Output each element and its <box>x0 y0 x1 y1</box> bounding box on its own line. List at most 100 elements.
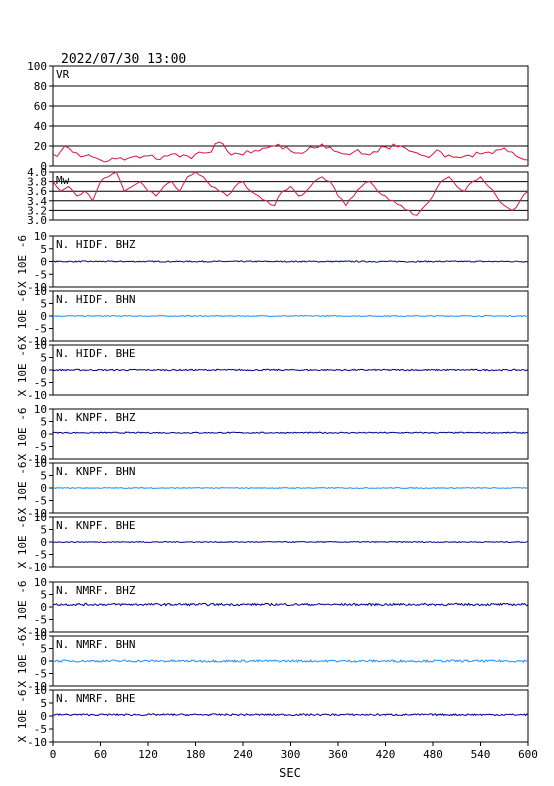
y-axis-label: X 10E -6 <box>16 408 29 461</box>
x-tick-label: 0 <box>50 748 57 761</box>
y-axis-label: X 10E -6 <box>16 462 29 515</box>
panel-2: 3.03.23.43.63.84.0 Mw <box>27 166 529 227</box>
y-tick-label: -10 <box>27 680 47 693</box>
y-tick-label: 10 <box>34 457 47 470</box>
y-tick-label: 5 <box>40 416 47 429</box>
y-tick-label: 0 <box>40 160 47 173</box>
panel-label: N. HIDF. BHE <box>56 347 135 360</box>
series-line <box>52 314 529 318</box>
y-tick-label: -10 <box>27 736 47 749</box>
y-tick-label: 5 <box>40 697 47 710</box>
y-tick-label: 40 <box>34 120 47 133</box>
y-tick-label: -10 <box>27 507 47 520</box>
y-tick-label: 5 <box>40 589 47 602</box>
y-tick-label: 10 <box>34 684 47 697</box>
y-tick-label: 60 <box>34 100 47 113</box>
panel-label: N. KNPF. BHE <box>56 519 135 532</box>
y-tick-label: -5 <box>34 614 47 627</box>
y-tick-label: 0 <box>40 310 47 323</box>
y-tick-label: -10 <box>27 281 47 294</box>
x-tick-label: 180 <box>186 748 206 761</box>
panel-label: VR <box>56 68 70 81</box>
series-line <box>52 141 529 163</box>
panel-label: Mw <box>56 174 70 187</box>
y-tick-label: -5 <box>34 495 47 508</box>
series-line <box>52 486 529 490</box>
y-tick-label: 5 <box>40 352 47 365</box>
x-axis-label: SEC <box>279 766 301 780</box>
series-line <box>52 540 529 544</box>
y-tick-label: 5 <box>40 470 47 483</box>
y-axis-label: X 10E -6 <box>16 344 29 397</box>
y-axis-label: X 10E -6 <box>16 581 29 634</box>
timestamp-label: 2022/07/30 13:00 <box>61 52 186 67</box>
y-tick-label: 10 <box>34 339 47 352</box>
y-axis-label: X 10E -6 <box>16 516 29 569</box>
y-tick-label: -10 <box>27 626 47 639</box>
x-tick-label: 360 <box>328 748 348 761</box>
x-tick-label: 540 <box>471 748 491 761</box>
y-tick-label: 5 <box>40 298 47 311</box>
panels-group: 020406080100VR3.03.23.43.63.84.0Mw-10-50… <box>16 60 538 761</box>
panel-label: N. NMRF. BHZ <box>56 584 136 597</box>
y-tick-label: 0 <box>40 364 47 377</box>
y-tick-label: 3.0 <box>27 214 47 227</box>
y-tick-label: 0 <box>40 536 47 549</box>
y-tick-label: 10 <box>34 511 47 524</box>
panel-label: N. KNPF. BHZ <box>56 411 136 424</box>
y-tick-label: 3.6 <box>27 185 47 198</box>
x-tick-label: 480 <box>423 748 443 761</box>
series-line <box>52 602 529 607</box>
x-tick-label: 240 <box>233 748 253 761</box>
y-tick-label: -10 <box>27 561 47 574</box>
x-tick-label: 120 <box>138 748 158 761</box>
y-tick-label: 0 <box>40 655 47 668</box>
x-tick-label: 60 <box>94 748 107 761</box>
y-tick-label: -5 <box>34 668 47 681</box>
y-axis-label: X 10E -6 <box>16 635 29 688</box>
x-tick-label: 300 <box>281 748 301 761</box>
panel-label: N. NMRF. BHN <box>56 638 135 651</box>
y-tick-label: -5 <box>34 377 47 390</box>
y-axis-label: X 10E -6 <box>16 690 29 743</box>
y-tick-label: 0 <box>40 256 47 269</box>
y-tick-label: 80 <box>34 80 47 93</box>
y-tick-label: -10 <box>27 335 47 348</box>
y-tick-label: -5 <box>34 268 47 281</box>
y-tick-label: 0 <box>40 710 47 723</box>
panel-1: 0 20 40 60 80 100 VR <box>27 60 529 173</box>
y-tick-label: 10 <box>34 285 47 298</box>
y-tick-label: 10 <box>34 576 47 589</box>
y-axis-label: X 10E -6 <box>16 235 29 288</box>
y-tick-label: 10 <box>34 230 47 243</box>
panel-label: N. HIDF. BHZ <box>56 238 136 251</box>
y-tick-label: 5 <box>40 524 47 537</box>
series-line <box>52 712 529 717</box>
y-tick-label: 10 <box>34 630 47 643</box>
series-line <box>52 431 529 435</box>
y-tick-label: -5 <box>34 323 47 336</box>
panel-frame <box>52 65 529 167</box>
y-tick-label: 10 <box>34 403 47 416</box>
y-tick-label: 5 <box>40 243 47 256</box>
panel-frame <box>52 171 529 221</box>
panel-label: N. KNPF. BHN <box>56 465 135 478</box>
y-tick-label: 20 <box>34 140 47 153</box>
y-tick-label: 4.0 <box>27 166 47 179</box>
y-tick-label: 3.2 <box>27 204 47 217</box>
y-tick-label: -10 <box>27 453 47 466</box>
series-line <box>52 260 529 263</box>
y-tick-label: 3.4 <box>27 195 47 208</box>
panel-label: N. HIDF. BHN <box>56 293 135 306</box>
series-line <box>52 658 529 664</box>
y-tick-label: 0 <box>40 428 47 441</box>
